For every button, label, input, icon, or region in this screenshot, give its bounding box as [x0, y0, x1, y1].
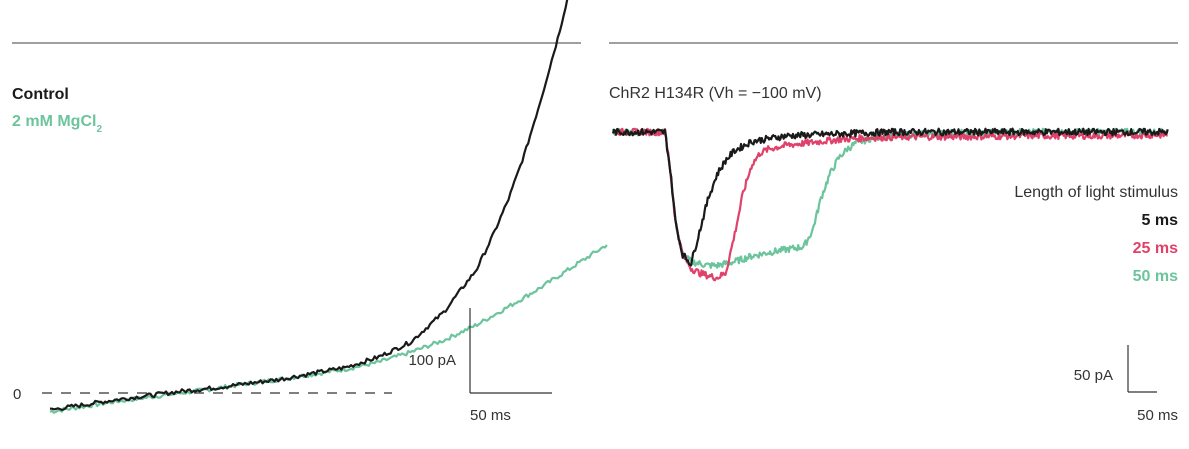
legend-25ms: 25 ms: [1133, 240, 1178, 257]
trace-control: [49, 0, 569, 411]
baseline-zero-label: 0: [13, 386, 21, 403]
right-panel: ChR2 H134R (Vh = −100 mV) Length of ligh…: [609, 85, 1178, 424]
legend-control: Control: [12, 86, 69, 103]
right-scalebar-x-label: 50 ms: [1137, 407, 1178, 424]
legend-mgcl2-label: 2 mM MgCl: [12, 113, 96, 130]
legend-mgcl2: 2 mM MgCl2: [12, 113, 102, 135]
left-scalebar-y-label: 100 pA: [408, 352, 456, 369]
legend-5ms: 5 ms: [1142, 212, 1179, 229]
trace-5ms: [611, 127, 1169, 267]
trace-25ms: [612, 127, 1168, 282]
legend-title: Length of light stimulus: [1014, 184, 1178, 201]
right-panel-title: ChR2 H134R (Vh = −100 mV): [609, 85, 822, 102]
legend-50ms: 50 ms: [1133, 268, 1178, 285]
right-scalebar-y-label: 50 pA: [1074, 367, 1113, 384]
left-panel: Control 2 mM MgCl2 0 100 pA 50 ms: [12, 0, 608, 424]
trace-mgcl2: [49, 244, 608, 414]
right-traces: [611, 127, 1169, 282]
legend-mgcl2-subscript: 2: [96, 124, 102, 135]
left-traces: [49, 0, 608, 414]
left-scalebar-x-label: 50 ms: [470, 407, 511, 424]
